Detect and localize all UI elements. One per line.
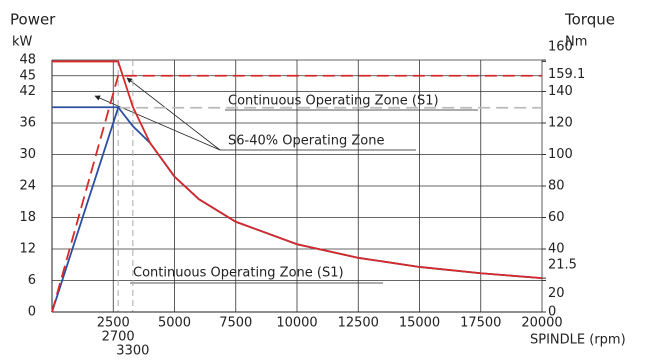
y-tick-label: 48 bbox=[19, 53, 36, 68]
y2-tick-label: 80 bbox=[548, 179, 565, 194]
y-tick-label: 18 bbox=[19, 210, 36, 225]
x-tick-label: 17500 bbox=[460, 316, 501, 331]
y-axis-unit: kW bbox=[12, 35, 33, 50]
x-tick-label: 20000 bbox=[521, 316, 562, 331]
y-tick-label: 6 bbox=[28, 273, 36, 288]
y-axis-label: Power bbox=[10, 11, 56, 29]
y2-axis-label: Torque bbox=[564, 11, 615, 29]
y2-tick-label: 159.1 bbox=[548, 67, 585, 82]
y2-tick-label: 0 bbox=[548, 305, 556, 320]
y2-tick-label: 100 bbox=[548, 147, 573, 162]
y-tick-label: 42 bbox=[19, 84, 36, 99]
annotation: Continuous Operating Zone (S1) bbox=[228, 94, 439, 109]
x-tick-label: 15000 bbox=[399, 316, 440, 331]
x-tick-label: 2700 bbox=[102, 330, 135, 345]
x-tick-label: 5000 bbox=[158, 316, 191, 331]
y-tick-label: 12 bbox=[19, 242, 36, 257]
y-tick-label: 45 bbox=[19, 68, 36, 83]
y2-tick-label: 20 bbox=[548, 286, 565, 301]
y2-tick-label: 160 bbox=[548, 40, 573, 55]
x-tick-label: 3300 bbox=[116, 344, 149, 359]
y-tick-label: 36 bbox=[19, 116, 36, 131]
y2-tick-label: 21.5 bbox=[548, 258, 577, 273]
y2-tick-label: 120 bbox=[548, 116, 573, 131]
y2-tick-label: 60 bbox=[548, 210, 565, 225]
x-axis-label: SPINDLE (rpm) bbox=[530, 333, 626, 348]
y-tick-label: 30 bbox=[19, 147, 36, 162]
x-tick-label: 7500 bbox=[219, 316, 252, 331]
y-tick-label: 0 bbox=[28, 305, 36, 320]
annotation: Continuous Operating Zone (S1) bbox=[133, 266, 344, 281]
data-line bbox=[52, 60, 543, 280]
annotation: S6-40% Operating Zone bbox=[228, 134, 384, 149]
x-tick-label: 12500 bbox=[338, 316, 379, 331]
annotation-arrow bbox=[126, 77, 221, 151]
data-line bbox=[51, 107, 120, 313]
y2-axis-unit: Nm bbox=[565, 35, 587, 50]
y2-tick-label: 40 bbox=[548, 242, 565, 257]
x-tick-label: 10000 bbox=[276, 316, 317, 331]
y-tick-label: 24 bbox=[19, 179, 36, 194]
x-tick-label: 2500 bbox=[97, 316, 130, 331]
y2-tick-label: 140 bbox=[548, 84, 573, 99]
data-line bbox=[51, 74, 542, 313]
